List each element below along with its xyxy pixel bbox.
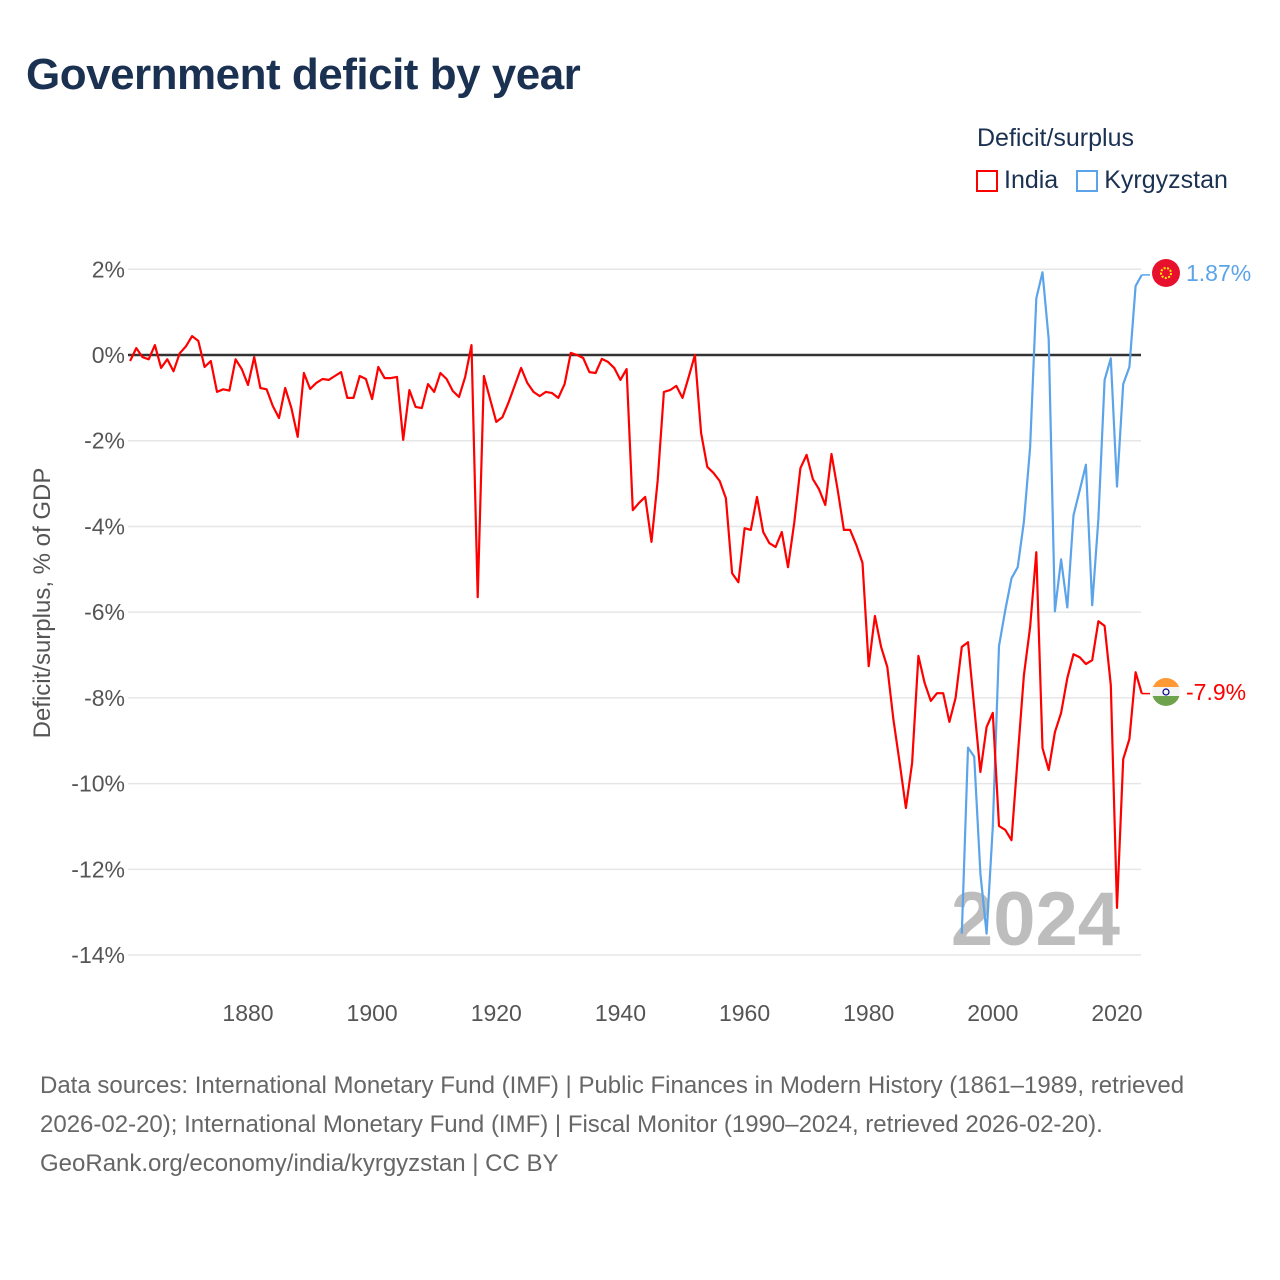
legend-swatch-india <box>976 169 998 192</box>
legend-item-india[interactable]: India <box>976 166 1058 195</box>
x-tick-label: 1980 <box>843 1000 894 1026</box>
y-tick-label: -8% <box>84 685 125 711</box>
y-tick-label: -2% <box>84 428 125 454</box>
x-tick-label: 2000 <box>967 1000 1018 1026</box>
y-tick-label: 0% <box>92 342 125 368</box>
y-tick-label: 2% <box>92 256 125 282</box>
series-line-kyrgyzstan[interactable] <box>960 271 1143 935</box>
legend-item-kyrgyzstan[interactable]: Kyrgyzstan <box>1076 166 1228 195</box>
x-tick-label: 1940 <box>595 1000 646 1026</box>
page-title: Government deficit by year <box>26 50 581 99</box>
x-tick-label: 2020 <box>1091 1000 1142 1026</box>
kyrgyzstan-flag-icon <box>1152 259 1180 287</box>
x-tick-label: 1960 <box>719 1000 770 1026</box>
series-line-india[interactable] <box>129 335 1143 910</box>
india-flag-icon <box>1152 678 1180 706</box>
x-tick-label: 1900 <box>347 1000 398 1026</box>
y-tick-label: -12% <box>71 856 125 882</box>
y-axis-label: Deficit/surplus, % of GDP <box>29 468 56 739</box>
x-tick-label: 1920 <box>471 1000 522 1026</box>
legend-title: Deficit/surplus <box>977 124 1134 152</box>
y-tick-label: -4% <box>84 513 125 539</box>
legend-swatch-kyrgyzstan <box>1076 169 1099 192</box>
watermark-year: 2024 <box>951 877 1120 962</box>
credit-link[interactable]: GeoRank.org/economy/india/kyrgyzstan | C… <box>40 1150 559 1177</box>
legend: India Kyrgyzstan <box>976 166 1228 195</box>
y-tick-label: -6% <box>84 599 125 625</box>
x-tick-label: 1880 <box>222 1000 273 1026</box>
y-tick-label: -10% <box>71 771 125 797</box>
legend-label-kyrgyzstan: Kyrgyzstan <box>1104 166 1228 194</box>
kyrgyzstan-end-label: 1.87% <box>1186 260 1251 286</box>
y-tick-label: -14% <box>71 942 125 968</box>
legend-label-india: India <box>1004 166 1059 194</box>
india-end-label: -7.9% <box>1186 679 1246 705</box>
data-sources: Data sources: International Monetary Fun… <box>40 1072 1185 1138</box>
footer: Data sources: International Monetary Fun… <box>40 1066 1240 1183</box>
